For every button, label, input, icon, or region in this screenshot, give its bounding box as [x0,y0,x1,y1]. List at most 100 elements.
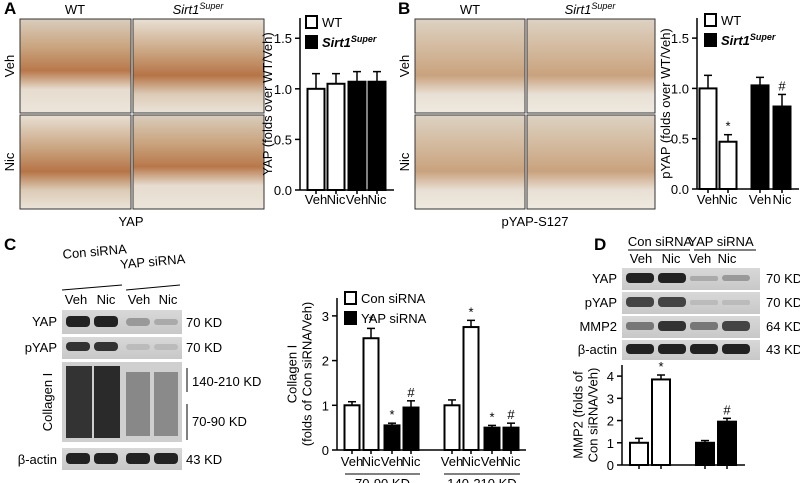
label-sup: Super [199,1,224,11]
legend-label: Con siRNA [361,291,426,306]
x-tick-label: Veh [749,192,771,207]
legend-swatch [305,15,318,29]
band [154,319,178,325]
lane-label: Nic [662,251,681,266]
y-tick-label: 1.5 [671,31,689,46]
significance: # [507,407,515,422]
band [94,342,118,351]
row-label: pYAP [25,340,57,355]
band [722,344,750,354]
group-line [61,284,123,291]
row-label: Veh [397,55,412,77]
bar [383,424,401,452]
y-axis-label: Collagen I [285,345,300,404]
group-label: Con siRNA [62,241,128,262]
significance: * [389,407,394,422]
x-tick-label: Nic [773,192,792,207]
row-label: Nic [2,152,17,171]
lane-label: Nic [159,292,178,307]
bar [362,337,380,451]
micrograph [132,18,265,114]
x-tick-label: Nic [362,454,381,469]
x-tick-label: Veh [305,192,327,207]
size-label: 70 KD [766,295,800,310]
significance: # [723,402,731,417]
y-tick-label: 3 [322,309,329,324]
bar [750,84,770,190]
column-label: Sirt1Super [565,1,617,17]
legend-swatch [305,35,318,49]
legend-name: WT [322,15,342,30]
label-sup: Super [591,1,616,11]
caption: YAP [118,214,143,229]
band [690,276,718,281]
legend-swatch [704,33,717,47]
bar [367,80,387,191]
row-label: MMP2 [579,319,617,334]
row-label: Nic [397,152,412,171]
x-tick-label: Veh [441,454,463,469]
size-label: 70 KD [186,340,222,355]
band [658,321,686,331]
significance: * [489,409,494,424]
legend-label: Sirt1Super [721,32,776,48]
band [66,342,90,351]
column-label: WT [460,2,480,17]
band [626,344,654,354]
x-tick-label: Veh [341,454,363,469]
legend-name: Con siRNA [361,291,426,306]
x-tick-label: Veh [381,454,403,469]
significance: # [778,78,786,93]
legend-sup: Super [750,32,776,42]
bar [347,80,367,191]
group-label: YAP siRNA [119,251,186,272]
micrograph [414,18,526,114]
legend-name: YAP siRNA [361,311,427,326]
legend-label: YAP siRNA [361,311,427,326]
x-tick-label: Nic [502,454,521,469]
bar [462,326,480,452]
row-label: Veh [2,55,17,77]
y-tick-label: 0.5 [274,132,292,147]
band [66,366,92,438]
bar [502,426,520,452]
legend-name: Sirt1 [721,33,750,48]
y-tick-label: 2 [607,414,614,429]
panel-letter: D [594,235,606,254]
band [658,273,686,283]
band [626,322,654,330]
group-label: Con siRNA [628,234,693,249]
lane-label: Nic [718,251,737,266]
bar [717,420,737,466]
size-label: 43 KD [766,342,800,357]
micrograph [526,114,656,210]
y-tick-label: 0.0 [274,183,292,198]
row-label: β-actin [18,452,57,467]
x-tick-label: Nic [719,192,738,207]
panel-letter: A [4,0,16,18]
x-tick-label: Veh [697,192,719,207]
y-axis-label: MMP2 (folds of [571,371,586,459]
size-label: 64 KD [766,319,800,334]
micrograph [132,114,265,210]
lane-label: Veh [65,292,87,307]
bar [695,441,715,466]
legend-sup: Super [351,34,377,44]
y-tick-label: 1.5 [274,31,292,46]
legend-label: WT [721,13,741,28]
y-tick-label: 0.0 [671,182,689,197]
x-tick-label: Nic [327,192,346,207]
bar [651,378,671,467]
size-label: 70-90 KD [192,414,247,429]
y-tick-label: 0 [607,458,614,473]
y-axis-label: pYAP (folds over WT/Veh) [658,28,673,179]
panel-c-blots: C Con siRNA YAP siRNA Veh Nic Veh Nic YA… [4,235,261,470]
y-tick-label: 1 [607,436,614,451]
band [94,453,118,464]
label-part: Sirt1 [173,2,200,17]
y-tick-label: 4 [607,369,614,384]
panel-letter: B [398,0,410,18]
x-tick-label: Nic [368,192,387,207]
band [722,300,750,305]
bar [483,426,501,452]
